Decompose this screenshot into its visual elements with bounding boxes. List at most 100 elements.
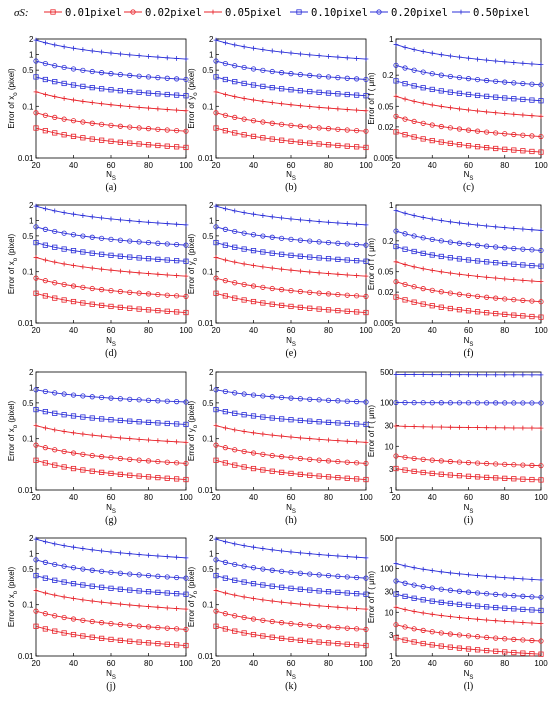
- x-tick-label: 60: [287, 659, 296, 668]
- data-point: [42, 206, 48, 212]
- series-line: [215, 425, 367, 443]
- data-point: [279, 635, 285, 641]
- data-point: [52, 94, 58, 100]
- data-point: [288, 585, 294, 591]
- data-point: [354, 127, 360, 134]
- data-point: [164, 459, 170, 465]
- data-point: [447, 219, 453, 225]
- data-point: [429, 568, 435, 574]
- data-point: [393, 259, 399, 265]
- series-line: [215, 610, 367, 630]
- data-point: [33, 457, 39, 463]
- series-0.05pixel: [213, 588, 369, 612]
- data-point: [117, 637, 123, 643]
- data-point: [363, 309, 369, 316]
- x-axis-label: NS: [106, 336, 116, 348]
- x-axis-label: NS: [106, 669, 116, 681]
- data-point: [447, 600, 453, 607]
- data-point: [136, 457, 142, 463]
- data-point: [108, 455, 114, 461]
- data-point: [89, 250, 95, 256]
- data-point: [297, 396, 303, 402]
- data-point: [99, 266, 105, 272]
- data-point: [61, 543, 67, 549]
- data-point: [438, 569, 444, 575]
- x-tick-label: 40: [249, 659, 258, 668]
- data-point: [484, 604, 490, 610]
- y-tick-label: 0.005: [373, 319, 394, 328]
- series-0.02pixel: [393, 113, 544, 140]
- data-point: [108, 417, 114, 423]
- data-point: [456, 141, 463, 148]
- data-point: [241, 614, 247, 621]
- data-point: [316, 239, 322, 245]
- data-point: [402, 281, 408, 288]
- data-point: [80, 431, 86, 437]
- data-point: [447, 305, 453, 312]
- series-0.02pixel: [213, 275, 369, 300]
- x-axis-label: NS: [286, 503, 296, 515]
- data-point: [456, 400, 463, 406]
- data-point: [288, 87, 294, 93]
- x-tick-label: 60: [107, 161, 116, 170]
- data-point: [402, 262, 408, 267]
- data-point: [269, 214, 275, 220]
- data-point: [108, 549, 114, 555]
- data-point: [520, 620, 526, 625]
- data-point: [307, 104, 313, 109]
- data-point: [241, 116, 247, 122]
- data-point: [250, 631, 257, 638]
- x-tick-label: 80: [144, 659, 153, 668]
- plot-frame: [35, 537, 187, 657]
- data-point: [420, 286, 426, 292]
- data-point: [42, 112, 48, 118]
- data-point: [222, 92, 228, 97]
- data-point: [438, 599, 444, 605]
- data-point: [538, 607, 544, 614]
- data-point: [511, 425, 517, 431]
- data-point: [420, 266, 426, 272]
- series-line: [395, 637, 542, 655]
- data-point: [146, 105, 151, 111]
- data-point: [429, 86, 435, 93]
- data-point: [99, 49, 105, 55]
- data-point: [344, 438, 350, 444]
- data-point: [164, 127, 170, 133]
- data-point: [52, 628, 58, 634]
- data-point: [457, 571, 462, 577]
- data-point: [232, 130, 238, 136]
- data-point: [213, 442, 219, 448]
- data-point: [269, 250, 275, 256]
- data-point: [174, 439, 180, 445]
- series-0.02pixel: [213, 442, 369, 467]
- data-point: [297, 139, 303, 145]
- data-point: [429, 122, 435, 128]
- data-point: [344, 272, 350, 278]
- data-point: [438, 458, 444, 464]
- data-point: [260, 119, 266, 125]
- data-point: [222, 409, 228, 415]
- data-point: [456, 632, 463, 638]
- data-point: [326, 552, 331, 558]
- series-line: [395, 210, 542, 231]
- data-point: [335, 307, 341, 314]
- data-point: [465, 241, 472, 247]
- series-line: [35, 226, 187, 246]
- x-tick-label: 40: [69, 326, 78, 335]
- data-point: [316, 141, 322, 147]
- data-point: [127, 587, 133, 593]
- data-point: [250, 413, 257, 419]
- data-point: [520, 476, 526, 482]
- data-point: [474, 144, 481, 150]
- data-point: [117, 601, 123, 607]
- data-point: [438, 218, 444, 223]
- data-point: [269, 547, 275, 553]
- data-point: [279, 287, 285, 293]
- data-point: [70, 392, 77, 398]
- data-point: [269, 234, 275, 240]
- x-axis-label: NS: [464, 503, 474, 515]
- data-point: [213, 423, 219, 429]
- data-point: [108, 87, 114, 93]
- data-point: [183, 144, 189, 151]
